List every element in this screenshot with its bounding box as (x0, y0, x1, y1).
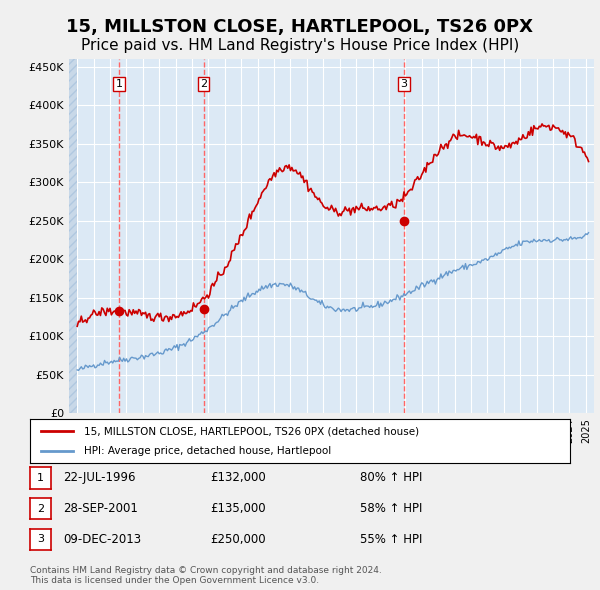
Text: 28-SEP-2001: 28-SEP-2001 (63, 502, 138, 515)
Text: £135,000: £135,000 (210, 502, 266, 515)
Text: £250,000: £250,000 (210, 533, 266, 546)
Text: 58% ↑ HPI: 58% ↑ HPI (360, 502, 422, 515)
Text: 1: 1 (115, 79, 122, 88)
Text: 22-JUL-1996: 22-JUL-1996 (63, 471, 136, 484)
Bar (69, 59, 77, 413)
Text: 2: 2 (200, 79, 207, 88)
Text: HPI: Average price, detached house, Hartlepool: HPI: Average price, detached house, Hart… (84, 446, 331, 455)
Text: This data is licensed under the Open Government Licence v3.0.: This data is licensed under the Open Gov… (30, 576, 319, 585)
Text: 15, MILLSTON CLOSE, HARTLEPOOL, TS26 0PX (detached house): 15, MILLSTON CLOSE, HARTLEPOOL, TS26 0PX… (84, 427, 419, 436)
Text: 15, MILLSTON CLOSE, HARTLEPOOL, TS26 0PX: 15, MILLSTON CLOSE, HARTLEPOOL, TS26 0PX (67, 18, 533, 36)
Text: £132,000: £132,000 (210, 471, 266, 484)
Text: 55% ↑ HPI: 55% ↑ HPI (360, 533, 422, 546)
Text: 1: 1 (37, 473, 44, 483)
Text: 3: 3 (37, 535, 44, 544)
Text: 09-DEC-2013: 09-DEC-2013 (63, 533, 141, 546)
Text: Price paid vs. HM Land Registry's House Price Index (HPI): Price paid vs. HM Land Registry's House … (81, 38, 519, 53)
Text: 2: 2 (37, 504, 44, 513)
Text: Contains HM Land Registry data © Crown copyright and database right 2024.: Contains HM Land Registry data © Crown c… (30, 566, 382, 575)
Text: 80% ↑ HPI: 80% ↑ HPI (360, 471, 422, 484)
Text: 3: 3 (400, 79, 407, 88)
